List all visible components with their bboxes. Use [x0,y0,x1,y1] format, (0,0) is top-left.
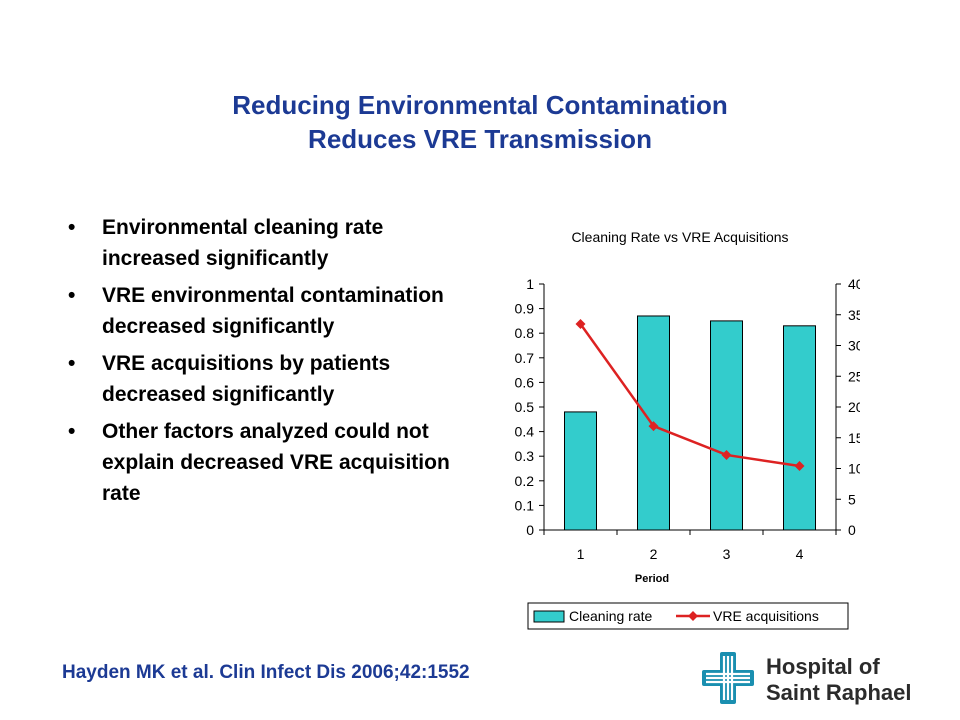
bar-cleaning-rate [783,325,816,531]
y-left-tick-label: 0.7 [515,350,535,366]
chart-layer: 00.10.20.30.40.50.60.70.80.9105101520253… [515,276,860,562]
bullet-glyph: • [68,284,76,307]
line-vre-acquisitions [579,323,800,468]
y-left-tick-label: 0.1 [515,497,535,513]
logo-text: Hospital of Saint Raphael [766,654,911,706]
y-right-tick-label: 15 [848,430,860,446]
point-vre-acquisitions [794,461,805,472]
x-tick-label: 1 [577,546,585,562]
bullet-glyph: • [68,216,76,239]
cross-logo-icon [702,652,754,704]
y-right-tick-label: 5 [848,491,856,507]
legend-marker-vre [688,611,698,621]
bar-cleaning-rate [564,411,597,531]
logo-line-1: Hospital of [766,654,880,679]
slide-title: Reducing Environmental Contamination Red… [0,88,960,156]
bullet-item: • VRE environmental contamination decreas… [62,280,482,342]
y-left-tick-label: 1 [526,276,534,292]
x-tick-label: 4 [796,546,804,562]
y-left-tick-label: 0.2 [515,473,535,489]
y-left-tick-label: 0.3 [515,448,535,464]
legend-label-cleaning: Cleaning rate [569,608,652,624]
point-vre-acquisitions [721,449,732,460]
y-left-tick-label: 0 [526,522,534,538]
x-tick-label: 3 [723,546,731,562]
y-left-tick-label: 0.5 [515,399,535,415]
y-right-tick-label: 30 [848,338,860,354]
y-right-tick-label: 35 [848,307,860,323]
y-right-tick-label: 40 [848,276,860,292]
y-right-tick-label: 25 [848,368,860,384]
bullet-item: • Environmental cleaning rate increased s… [62,212,482,274]
logo-line-2: Saint Raphael [766,680,912,705]
legend-swatch-cleaning [533,610,565,623]
y-left-tick-label: 0.6 [515,374,535,390]
title-line-1: Reducing Environmental Contamination [232,90,728,120]
cleaning-vs-vre-chart: Cleaning Rate vs VRE Acquisitions 0 0.1 0.… [515,229,860,630]
bar-cleaning-rate [710,320,743,531]
hospital-logo: Hospital of Saint Raphael [700,650,950,710]
point-vre-acquisitions [648,421,659,432]
legend-label-vre: VRE acquisitions [713,608,819,624]
y-left-tick-label: 0.9 [515,301,535,317]
point-vre-acquisitions [575,318,586,329]
y-left-tick-label: 0.8 [515,325,535,341]
x-tick-label: 2 [650,546,658,562]
y-left-tick-label: 0.4 [515,424,535,440]
y-right-tick-label: 20 [848,399,860,415]
bullet-glyph: • [68,420,76,443]
bullet-text: VRE environmental contamination decrease… [102,284,444,338]
y-right-tick-label: 0 [848,522,856,538]
bullet-text: VRE acquisitions by patients decreased s… [102,352,391,406]
title-line-2: Reduces VRE Transmission [308,124,652,154]
bullet-item: • VRE acquisitions by patients decreased … [62,348,482,410]
bullet-text: Environmental cleaning rate increased si… [102,216,384,270]
bullet-glyph: • [68,352,76,375]
bullet-list: • Environmental cleaning rate increased s… [62,212,482,515]
y-right-tick-label: 10 [848,461,860,477]
chart-legend: Cleaning rate VRE acquisitions [527,602,849,630]
bullet-text: Other factors analyzed could not explain… [102,420,450,505]
bullet-item: • Other factors analyzed could not explai… [62,416,482,509]
x-axis-label: Period [635,573,669,585]
citation: Hayden MK et al. Clin Infect Dis 2006;42… [62,662,470,683]
chart-title: Cleaning Rate vs VRE Acquisitions [571,229,788,245]
